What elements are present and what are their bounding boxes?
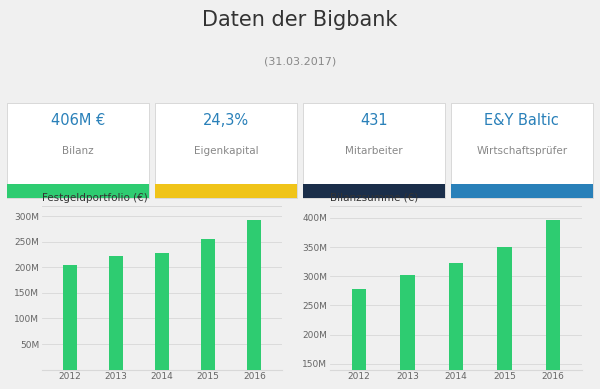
Bar (7, 184, 149, 198)
Bar (400, 275, 415, 389)
Text: Daten der Bigbank: Daten der Bigbank (202, 10, 398, 30)
Bar (303, 184, 445, 198)
Bar (63, 265, 77, 370)
Bar (109, 256, 123, 370)
Bar (451, 184, 593, 198)
Text: Eigenkapital: Eigenkapital (194, 146, 259, 156)
Text: Festgeldportfolio (€): Festgeldportfolio (€) (42, 193, 148, 203)
Text: Wirtschaftsprüfer: Wirtschaftsprüfer (476, 146, 568, 156)
Text: (31.03.2017): (31.03.2017) (264, 57, 336, 67)
FancyBboxPatch shape (451, 103, 593, 198)
Bar (352, 289, 367, 389)
Bar (545, 219, 560, 389)
Bar (449, 263, 463, 389)
FancyBboxPatch shape (155, 103, 297, 198)
FancyBboxPatch shape (303, 103, 445, 198)
Text: E&Y Baltic: E&Y Baltic (484, 113, 559, 128)
Text: 24,3%: 24,3% (203, 113, 249, 128)
FancyBboxPatch shape (7, 103, 149, 198)
Bar (155, 184, 297, 198)
Bar (497, 247, 512, 389)
Bar (247, 221, 261, 370)
Text: 406M €: 406M € (51, 113, 105, 128)
Text: Bilanz: Bilanz (62, 146, 94, 156)
Bar (155, 253, 169, 370)
Bar (201, 239, 215, 370)
Text: Mitarbeiter: Mitarbeiter (345, 146, 403, 156)
Text: 431: 431 (360, 113, 388, 128)
Text: Bilanzsumme (€): Bilanzsumme (€) (330, 193, 418, 203)
